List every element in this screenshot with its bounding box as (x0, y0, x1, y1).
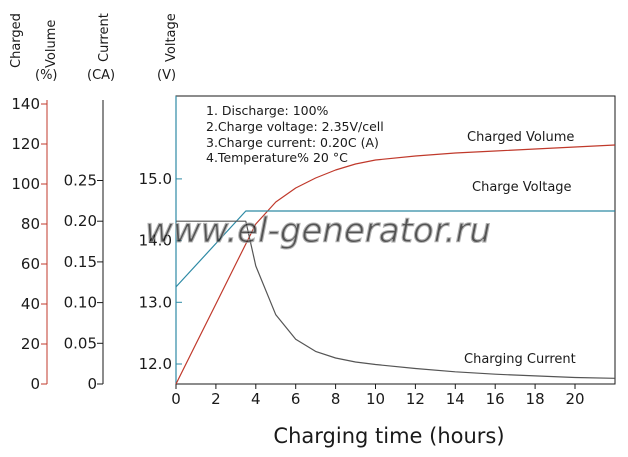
volume-tick-label: 0 (30, 375, 40, 393)
x-tick-label: 8 (331, 390, 341, 408)
x-tick-label: 2 (211, 390, 221, 408)
voltage-axis: Voltage (V) 12.0 13.0 14.0 15.0 (139, 13, 182, 373)
series-line-charging-current (176, 220, 615, 379)
x-tick-label: 4 (251, 390, 261, 408)
series-layer (175, 144, 615, 385)
current-axis: Current (CA) 0 0.05 0.10 0.15 0.20 0.25 (64, 13, 116, 393)
current-tick-label: 0.25 (64, 172, 97, 190)
volume-axis: Charged Volume (%) 0 20 40 60 80 100 120 140 (9, 13, 59, 393)
voltage-axis-unit: (V) (157, 68, 176, 83)
volume-axis-ticks: 0 20 40 60 80 100 120 140 (11, 95, 47, 393)
x-tick-label: 0 (171, 390, 181, 408)
conditions-notes: 1. Discharge: 100% 2.Charge voltage: 2.3… (206, 103, 384, 165)
series-label-charging-current: Charging Current (464, 352, 576, 367)
voltage-tick-label: 14.0 (139, 232, 172, 250)
volume-tick-label: 20 (21, 335, 40, 353)
note-discharge: 1. Discharge: 100% (206, 103, 329, 118)
voltage-axis-ticks: 12.0 13.0 14.0 15.0 (139, 170, 182, 373)
x-tick-label: 10 (366, 390, 385, 408)
volume-tick-label: 100 (11, 175, 40, 193)
voltage-tick-label: 15.0 (139, 170, 172, 188)
x-tick-label: 20 (565, 390, 584, 408)
volume-tick-label: 140 (11, 95, 40, 113)
series-line-charge-voltage (175, 210, 615, 288)
note-temperature: 4.Temperature% 20 °C (206, 150, 348, 165)
current-tick-label: 0.10 (64, 294, 97, 312)
volume-tick-label: 80 (21, 215, 40, 233)
x-axis-label: Charging time (hours) (273, 424, 504, 448)
x-tick-label: 14 (446, 390, 465, 408)
volume-tick-label: 60 (21, 255, 40, 273)
voltage-tick-label: 12.0 (139, 355, 172, 373)
voltage-axis-title: Voltage (164, 13, 179, 62)
note-charge-voltage: 2.Charge voltage: 2.35V/cell (206, 119, 384, 134)
series-label-charge-voltage: Charge Voltage (472, 180, 572, 195)
current-axis-unit: (CA) (87, 68, 115, 83)
series-line-charged-volume (175, 144, 615, 385)
current-axis-title: Current (97, 13, 112, 62)
current-tick-label: 0.05 (64, 334, 97, 352)
current-axis-ticks: 0 0.05 0.10 0.15 0.20 0.25 (64, 172, 103, 393)
current-tick-label: 0.20 (64, 212, 97, 230)
volume-tick-label: 40 (21, 295, 40, 313)
current-tick-label: 0.15 (64, 253, 97, 271)
x-tick-label: 12 (406, 390, 425, 408)
note-charge-current: 3.Charge current: 0.20C (A) (206, 135, 379, 150)
series-label-charged-volume: Charged Volume (467, 130, 574, 145)
volume-axis-title-line1: Charged (9, 13, 24, 68)
volume-axis-title-line2: Volume (44, 20, 59, 68)
volume-axis-unit: (%) (35, 68, 58, 83)
current-tick-label: 0 (87, 375, 97, 393)
x-tick-label: 16 (486, 390, 505, 408)
watermark: www.el-generator.ru (145, 211, 491, 251)
volume-tick-label: 120 (11, 135, 40, 153)
x-tick-label: 18 (526, 390, 545, 408)
x-axis-ticks: 0 2 4 6 8 10 12 14 16 18 20 (171, 384, 585, 408)
x-tick-label: 6 (291, 390, 301, 408)
voltage-tick-label: 13.0 (139, 293, 172, 311)
